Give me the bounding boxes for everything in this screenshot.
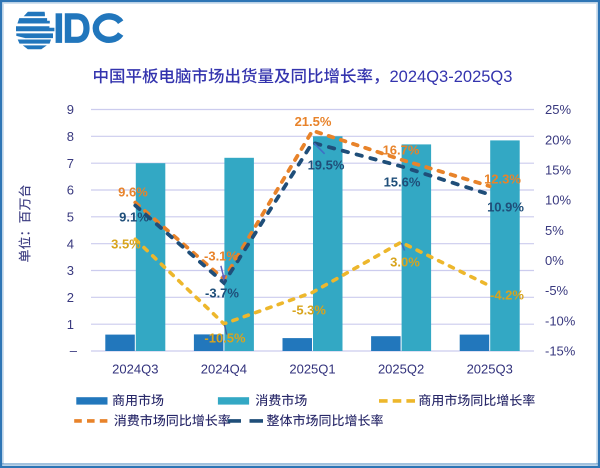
svg-text:10%: 10%	[545, 193, 571, 208]
svg-text:-10%: -10%	[545, 313, 576, 328]
svg-text:2025Q3: 2025Q3	[467, 362, 513, 377]
svg-text:19.5%: 19.5%	[308, 157, 345, 172]
svg-text:5%: 5%	[545, 223, 564, 238]
svg-text:–: –	[70, 343, 78, 358]
svg-text:-3.1%: -3.1%	[204, 248, 238, 263]
svg-text:7: 7	[67, 156, 74, 171]
svg-text:9.1%: 9.1%	[119, 209, 149, 224]
svg-text:8: 8	[67, 129, 74, 144]
svg-text:-5%: -5%	[545, 283, 569, 298]
svg-text:2024Q3: 2024Q3	[112, 362, 158, 377]
svg-text:-15%: -15%	[545, 344, 576, 359]
svg-text:21.5%: 21.5%	[295, 114, 332, 129]
svg-text:3.5%: 3.5%	[111, 236, 141, 251]
svg-text:15%: 15%	[545, 163, 571, 178]
svg-text:-5.3%: -5.3%	[292, 302, 326, 317]
svg-text:20%: 20%	[545, 132, 571, 147]
svg-text:-3.7%: -3.7%	[205, 285, 239, 300]
svg-text:3.0%: 3.0%	[390, 254, 420, 269]
svg-text:2: 2	[67, 290, 74, 305]
svg-text:10.9%: 10.9%	[487, 199, 524, 214]
svg-text:9.6%: 9.6%	[118, 184, 148, 199]
svg-text:2024Q4: 2024Q4	[201, 362, 247, 377]
svg-text:6: 6	[67, 183, 74, 198]
svg-text:9: 9	[67, 102, 74, 117]
svg-text:0%: 0%	[545, 253, 564, 268]
svg-text:2025Q1: 2025Q1	[289, 362, 335, 377]
svg-text:12.3%: 12.3%	[484, 171, 521, 186]
svg-text:5: 5	[67, 209, 74, 224]
svg-text:4: 4	[67, 236, 74, 251]
svg-text:2024Q3-2025Q3: 2024Q3-2025Q3	[390, 68, 513, 86]
svg-text:15.6%: 15.6%	[384, 174, 421, 189]
svg-text:1: 1	[67, 317, 74, 332]
svg-text:-10.5%: -10.5%	[204, 330, 246, 345]
svg-text:25%: 25%	[545, 102, 571, 117]
svg-text:2025Q2: 2025Q2	[378, 362, 424, 377]
svg-text:16.7%: 16.7%	[383, 142, 420, 157]
svg-text:3: 3	[67, 263, 74, 278]
svg-text:-4.2%: -4.2%	[490, 287, 524, 302]
